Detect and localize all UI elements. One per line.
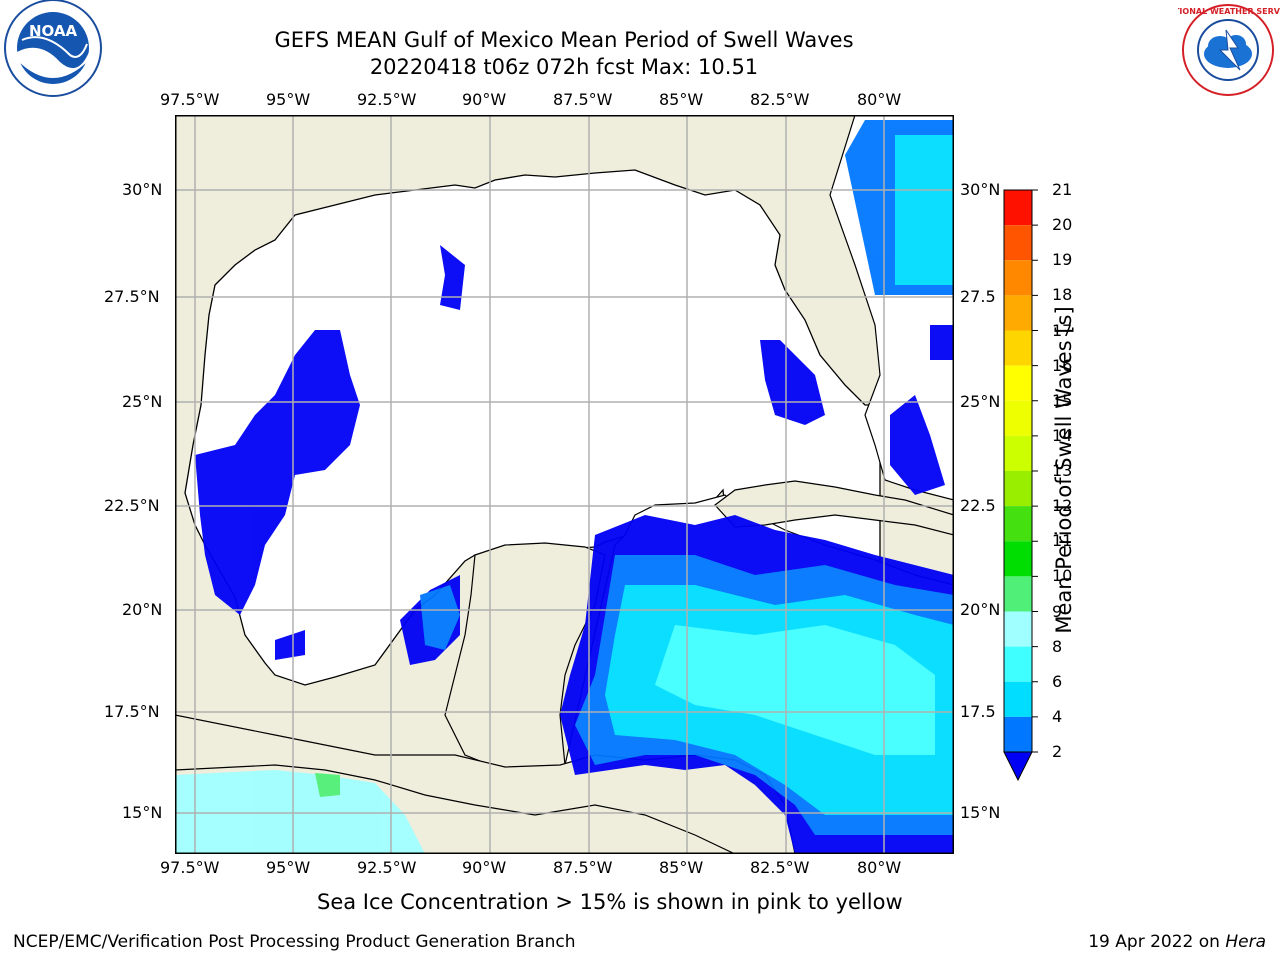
colorbar-band <box>1004 435 1032 471</box>
colorbar-label: Mean Period of Swell Waves [s] <box>1052 306 1076 634</box>
colorbar-tick-label: 17 <box>1052 320 1073 340</box>
lat-label-left: 30°N <box>122 180 163 199</box>
chart-title: GEFS MEAN Gulf of Mexico Mean Period of … <box>274 28 854 52</box>
lat-label-right: 30°N <box>960 180 1001 199</box>
colorbar-tick-label: 18 <box>1052 285 1073 305</box>
colorbar-band <box>1004 295 1032 331</box>
lon-label-bottom: 92.5°W <box>357 858 417 877</box>
nws-logo: NATIONAL WEATHER SERVICE <box>1162 0 1280 100</box>
lon-label-top: 97.5°W <box>160 90 220 109</box>
colorbar-band <box>1004 541 1032 577</box>
lat-label-left: 25°N <box>122 392 163 411</box>
colorbar-tick-label: 14 <box>1052 425 1073 445</box>
colorbar-extend-min <box>1003 751 1033 782</box>
lon-label-top: 95°W <box>266 90 311 109</box>
lon-label-top: 85°W <box>659 90 704 109</box>
colorbar-band <box>1004 190 1032 226</box>
colorbar-tick-label: 16 <box>1052 355 1073 375</box>
colorbar-tick-label: 20 <box>1052 215 1073 235</box>
lat-label-right: 15°N <box>960 803 1001 822</box>
lat-label-left: 27.5°N <box>104 287 160 306</box>
sea-ice-note: Sea Ice Concentration > 15% is shown in … <box>317 890 903 914</box>
lon-label-top: 90°W <box>462 90 507 109</box>
lon-label-bottom: 85°W <box>659 858 704 877</box>
colorbar-band <box>1004 716 1032 752</box>
map-area <box>174 114 955 855</box>
lat-label-left: 15°N <box>122 803 163 822</box>
lat-label-right: 17.5 <box>960 702 996 721</box>
lon-label-bottom: 90°W <box>462 858 507 877</box>
colorbar-band <box>1004 400 1032 436</box>
colorbar-band <box>1004 611 1032 647</box>
colorbar-band <box>1004 225 1032 261</box>
chart-subtitle: 20220418 t06z 072h fcst Max: 10.51 <box>369 55 759 79</box>
colorbar-band <box>1004 260 1032 296</box>
colorbar-tick-label: 12 <box>1052 496 1073 516</box>
lat-label-right: 27.5 <box>960 287 996 306</box>
lon-label-bottom: 97.5°W <box>160 858 220 877</box>
lat-label-left: 17.5°N <box>104 702 160 721</box>
colorbar-tick-label: 11 <box>1052 531 1073 551</box>
lon-label-bottom: 87.5°W <box>553 858 613 877</box>
colorbar-band <box>1004 471 1032 507</box>
lon-label-bottom: 95°W <box>266 858 311 877</box>
colorbar-band <box>1004 506 1032 542</box>
colorbar-tick-label: 8 <box>1052 636 1063 656</box>
footer-date-text: 19 Apr 2022 on <box>1088 932 1226 952</box>
noaa-logo: NOAA <box>0 0 106 100</box>
lon-label-top: 87.5°W <box>553 90 613 109</box>
colorbar-tick-label: 6 <box>1052 671 1063 691</box>
lat-label-right: 22.5 <box>960 496 996 515</box>
yucatan-land <box>444 542 606 776</box>
grid-lines <box>175 115 954 854</box>
colorbar-tick-label: 15 <box>1052 390 1073 410</box>
colorbar-tick-label: 21 <box>1052 180 1073 199</box>
lat-label-left: 22.5°N <box>104 496 160 515</box>
lon-label-bottom: 80°W <box>857 858 902 877</box>
colorbar-tick-label: 2 <box>1052 742 1063 761</box>
noaa-logo-text: NOAA <box>29 22 78 40</box>
colorbar-band <box>1004 576 1032 612</box>
lon-label-top: 92.5°W <box>357 90 417 109</box>
colorbar-band <box>1004 330 1032 366</box>
colorbar-tick-label: 4 <box>1052 706 1063 726</box>
colorbar-tick-label: 10 <box>1052 566 1073 586</box>
lat-label-left: 20°N <box>122 600 163 619</box>
nws-logo-text: NATIONAL WEATHER SERVICE <box>1178 7 1280 16</box>
colorbar-tick-label: 9 <box>1052 601 1063 621</box>
colorbar-tick-label: 13 <box>1052 461 1073 480</box>
footer-host: Hera <box>1225 932 1266 952</box>
colorbar <box>1000 186 1040 786</box>
colorbar-band <box>1004 365 1032 401</box>
lat-label-right: 20°N <box>960 600 1001 619</box>
colorbar-tick-label: 19 <box>1052 250 1073 270</box>
colorbar-band <box>1004 681 1032 717</box>
map-border <box>175 115 954 854</box>
lon-label-top: 82.5°W <box>750 90 810 109</box>
colorbar-band <box>1004 646 1032 682</box>
lat-label-right: 25°N <box>960 392 1001 411</box>
footer-credit: NCEP/EMC/Verification Post Processing Pr… <box>13 932 576 952</box>
lon-label-bottom: 82.5°W <box>750 858 810 877</box>
lon-label-top: 80°W <box>857 90 902 109</box>
footer-date: 19 Apr 2022 on Hera <box>1088 932 1266 952</box>
